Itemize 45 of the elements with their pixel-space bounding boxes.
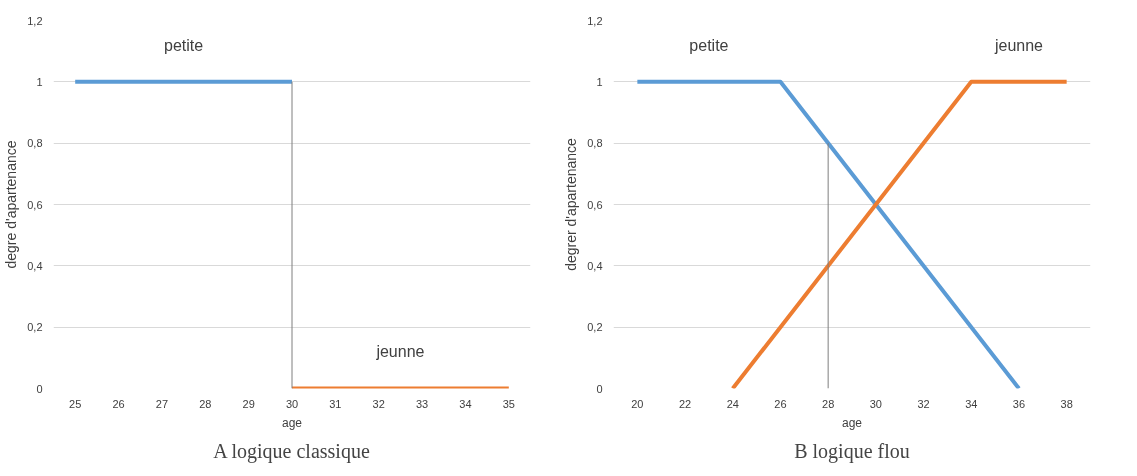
y-tick-label: 0,6 [587, 198, 603, 211]
x-tick-label: 38 [1060, 397, 1073, 410]
y-tick-label: 0 [596, 382, 603, 395]
y-tick-label: 0,6 [27, 198, 43, 211]
text: B logique flou [794, 439, 910, 463]
x-tick-label: 26 [112, 397, 125, 410]
x-tick-label: 32 [372, 397, 385, 410]
y-axis-title: degrer d'apartenance [563, 137, 580, 271]
x-tick-label: 26 [774, 397, 787, 410]
y-axis-title: degre d'apartenance [3, 140, 20, 269]
text: A logique classique [213, 439, 370, 463]
y-tick-label: 0,8 [27, 137, 43, 150]
x-tick-label: 32 [917, 397, 930, 410]
y-tick-label: 0,4 [27, 259, 43, 272]
series-label: jeunne [993, 36, 1044, 54]
x-tick-label: 33 [415, 397, 429, 410]
y-tick-label: 1,2 [27, 14, 43, 27]
y-tick-label: 0 [36, 382, 43, 395]
y-tick-label: 0,8 [587, 137, 603, 150]
series-label: petite [689, 36, 729, 54]
x-axis-title: age [281, 415, 303, 430]
x-tick-label: 28 [822, 397, 835, 410]
x-tick-label: 24 [726, 397, 739, 410]
x-tick-label: 20 [631, 397, 644, 410]
x-tick-label: 28 [199, 397, 212, 410]
y-tick-label: 1,2 [587, 14, 603, 27]
x-tick-label: 30 [285, 397, 299, 410]
y-tick-label: 0,2 [587, 321, 603, 334]
x-tick-label: 25 [69, 397, 82, 410]
x-tick-label: 34 [965, 397, 978, 410]
series-label: jeunne [375, 343, 425, 361]
x-tick-label: 34 [459, 397, 472, 410]
y-tick-label: 1 [596, 75, 603, 88]
y-tick-label: 0,4 [587, 259, 603, 272]
x-axis-title: age [841, 415, 863, 430]
x-tick-label: 36 [1012, 397, 1026, 410]
x-tick-label: 35 [502, 397, 515, 410]
x-tick-label: 30 [869, 397, 882, 410]
x-tick-label: 31 [329, 397, 342, 410]
series-label: petite [164, 36, 204, 54]
y-tick-label: 0,2 [27, 321, 43, 334]
x-tick-label: 27 [155, 397, 169, 410]
x-tick-label: 29 [242, 397, 255, 410]
x-tick-label: 22 [678, 397, 692, 410]
y-tick-label: 1 [36, 75, 43, 88]
